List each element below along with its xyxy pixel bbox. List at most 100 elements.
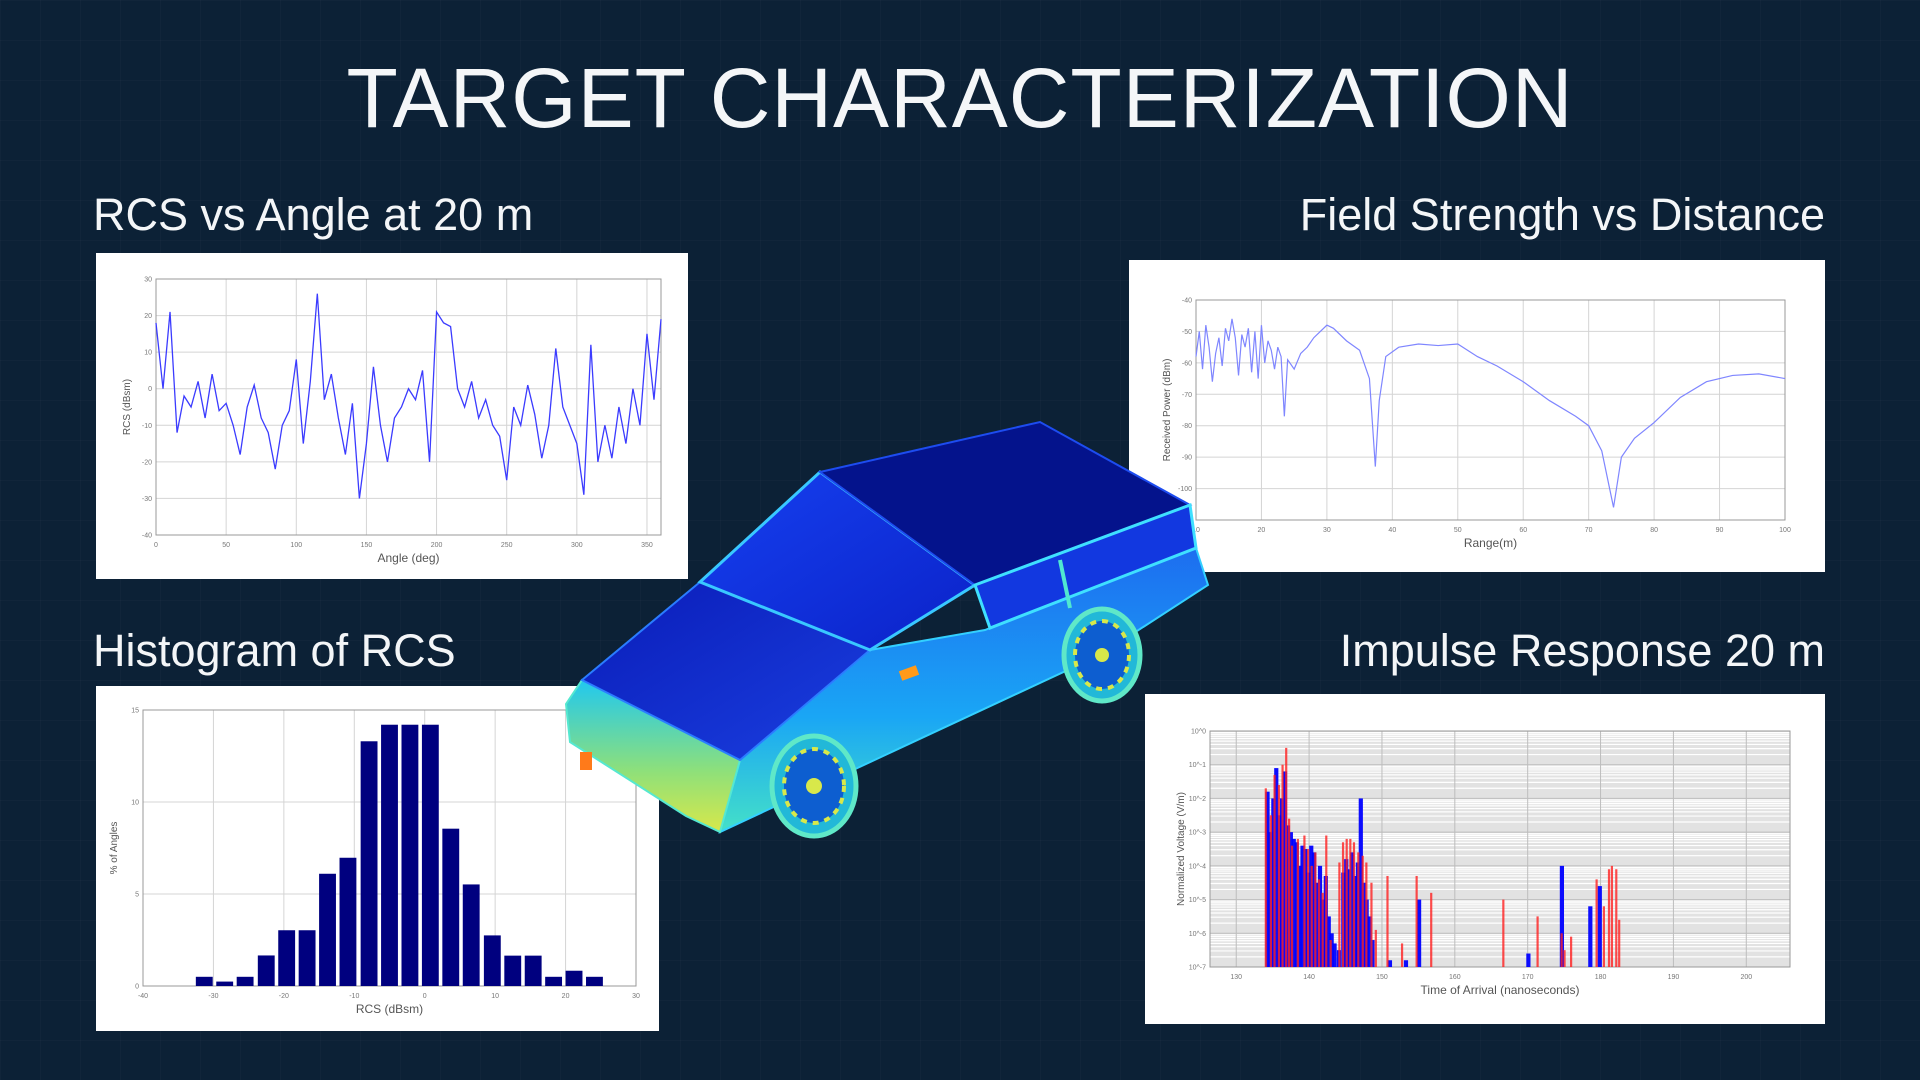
red-impulse-bar <box>1285 747 1288 967</box>
red-impulse-bar <box>1264 788 1267 967</box>
y-axis-label: RCS (dBsm) <box>122 379 133 435</box>
red-impulse-bar <box>1288 818 1291 967</box>
blue-impulse-bar <box>1416 899 1422 967</box>
impulse-svg: 130 140 150 160 170 180 190 200 10^-7 10^-6 10^-5 1… <box>1176 729 1791 997</box>
y-tick-label: -60 <box>1182 360 1192 367</box>
y-tick-label: 10^-1 <box>1189 762 1206 769</box>
x-tick-label: 10 <box>1192 527 1200 534</box>
y-axis-label: Normalized Voltage (V/m) <box>1176 792 1187 906</box>
y-tick-label: 10^-4 <box>1189 863 1206 870</box>
blue-impulse-bar <box>1282 771 1288 967</box>
blue-impulse-bar <box>1588 906 1593 967</box>
x-tick-label: 30 <box>1323 527 1331 534</box>
x-tick-label: 200 <box>431 542 443 549</box>
x-tick-label: 180 <box>1595 974 1607 981</box>
y-tick-label: 10 <box>144 350 152 357</box>
y-tick-label: -80 <box>1182 423 1192 430</box>
red-impulse-bar <box>1338 862 1341 967</box>
x-tick-label: 140 <box>1303 974 1315 981</box>
red-impulse-bar <box>1563 950 1566 967</box>
red-impulse-bar <box>1352 842 1356 967</box>
x-tick-label: 20 <box>1258 527 1266 534</box>
blue-impulse-bar <box>1297 865 1302 967</box>
blue-impulse-bar <box>1332 943 1337 967</box>
blue-impulse-bar <box>1403 960 1409 967</box>
y-tick-label: 10^-6 <box>1189 931 1206 938</box>
histogram-bar <box>504 955 522 986</box>
blue-impulse-bar <box>1387 960 1393 967</box>
red-impulse-bar <box>1615 869 1618 967</box>
histogram-label: Histogram of RCS <box>93 625 456 676</box>
blue-impulse-bar <box>1347 869 1352 967</box>
red-impulse-bar <box>1325 835 1328 967</box>
histogram-bar <box>421 724 439 986</box>
histogram-svg: -40 -30 -20 -10 0 10 20 30 0 5 10 15 RCS (dBsm) % of … <box>109 708 640 1017</box>
red-impulse-bar <box>1357 852 1360 967</box>
rcs-series-line <box>155 293 662 499</box>
y-axis-label: Received Power (dBm) <box>1162 359 1173 462</box>
x-tick-label: 160 <box>1449 974 1461 981</box>
plot-frame <box>155 278 662 536</box>
x-tick-label: 90 <box>1716 527 1724 534</box>
red-impulse-bar <box>1310 865 1313 967</box>
y-tick-label: -100 <box>1178 486 1192 493</box>
x-tick-label: 50 <box>222 542 230 549</box>
x-tick-label: 80 <box>1650 527 1658 534</box>
blue-impulse-bar <box>1358 798 1363 967</box>
blue-impulse-bar <box>1291 838 1296 967</box>
x-tick-label: 350 <box>641 542 653 549</box>
y-tick-label: 10 <box>131 800 139 807</box>
x-tick-label: -20 <box>279 993 289 1000</box>
field_strength-svg: 10 20 30 40 50 60 70 80 90 100 -110 -100 -90 -80 -70 -6… <box>1162 298 1791 551</box>
x-tick-label: 60 <box>1519 527 1527 534</box>
red-impulse-bar <box>1296 838 1299 967</box>
x-tick-label: 20 <box>562 993 570 1000</box>
y-tick-label: -70 <box>1182 392 1192 399</box>
rcs-angle-chart: 0 50 100 150 200 250 300 350 -40 -30 -20 -10 0 10 20 30… <box>96 253 688 579</box>
x-tick-label: 0 <box>423 993 427 1000</box>
blue-impulse-bar <box>1314 882 1320 967</box>
blue-impulse-bar <box>1265 791 1270 967</box>
rcs_angle-svg: 0 50 100 150 200 250 300 350 -40 -30 -20 -10 0 10 20 30… <box>122 277 662 565</box>
blue-impulse-bar <box>1274 768 1279 967</box>
red-impulse-bar <box>1314 852 1317 967</box>
blue-impulse-bar <box>1559 865 1565 967</box>
red-impulse-bar <box>1365 862 1368 967</box>
red-impulse-bar <box>1536 916 1539 967</box>
red-impulse-bar <box>1595 879 1598 967</box>
x-tick-label: 30 <box>632 993 640 1000</box>
red-impulse-bar <box>1349 838 1352 967</box>
red-impulse-bar <box>1273 774 1276 967</box>
y-tick-label: -30 <box>142 496 152 503</box>
red-impulse-bar <box>1602 906 1605 967</box>
field-strength-label: Field Strength vs Distance <box>1299 189 1825 240</box>
blue-impulse-bar <box>1526 953 1531 967</box>
histogram-bar <box>319 873 336 986</box>
histogram-bar <box>236 976 254 986</box>
x-tick-label: 50 <box>1454 527 1462 534</box>
histogram-bar <box>278 930 296 986</box>
y-tick-label: 0 <box>135 984 139 991</box>
x-tick-label: 200 <box>1740 974 1752 981</box>
y-tick-label: -20 <box>142 459 152 466</box>
y-tick-label: -10 <box>142 423 152 430</box>
blue-impulse-bar <box>1326 916 1331 967</box>
y-tick-label: 20 <box>144 313 152 320</box>
y-tick-label: 10^-5 <box>1189 897 1206 904</box>
histogram-bar <box>462 884 480 986</box>
y-tick-label: 10^0 <box>1191 729 1206 736</box>
impulse-response-chart: 130 140 150 160 170 180 190 200 10^-7 10^-6 10^-5 1… <box>1145 694 1825 1024</box>
red-impulse-bar <box>1290 845 1294 967</box>
y-tick-label: -40 <box>1182 298 1192 305</box>
y-tick-label: -50 <box>1182 329 1192 336</box>
y-tick-label: -110 <box>1179 518 1193 525</box>
x-tick-label: 150 <box>1376 974 1388 981</box>
slide-title: TARGET CHARACTERIZATION <box>346 51 1574 145</box>
red-impulse-bar <box>1618 919 1621 967</box>
red-impulse-bar <box>1374 929 1377 967</box>
histogram-bar <box>524 955 542 986</box>
red-impulse-bar <box>1370 882 1373 967</box>
x-tick-label: -30 <box>208 993 218 1000</box>
x-tick-label: 40 <box>1388 527 1396 534</box>
red-impulse-bar <box>1607 869 1611 967</box>
